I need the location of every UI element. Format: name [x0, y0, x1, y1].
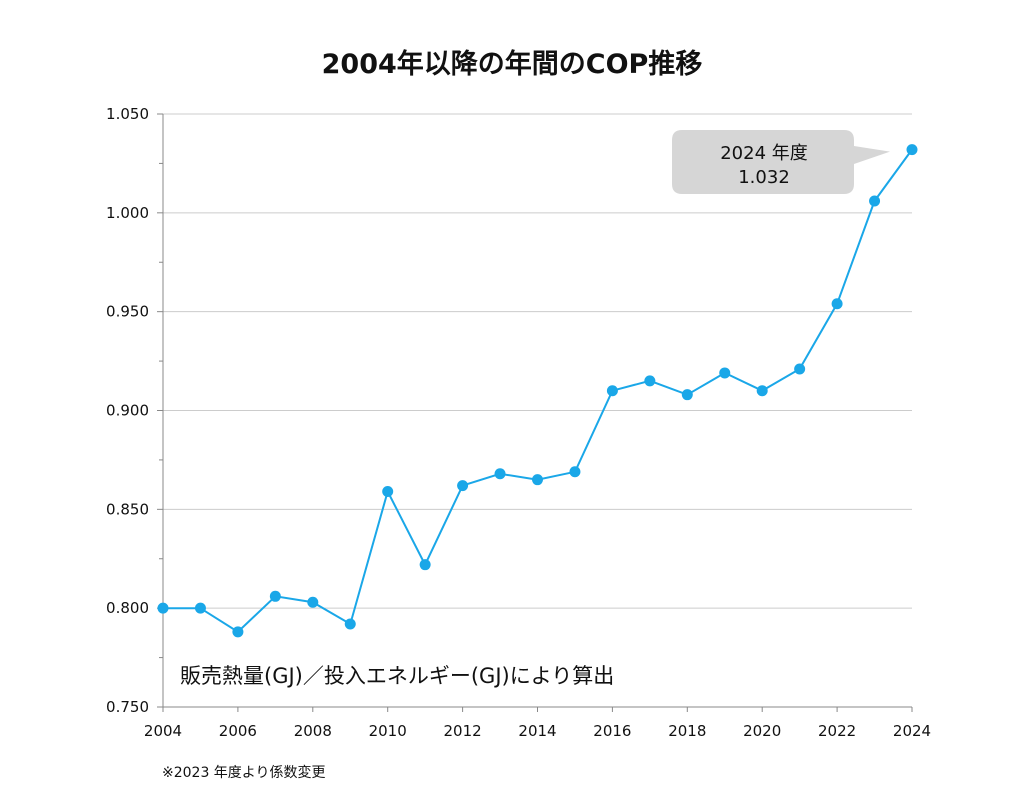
data-point: [644, 375, 656, 387]
callout-line2: 1.032: [738, 167, 790, 188]
data-point: [494, 468, 506, 480]
y-tick-label: 0.850: [106, 500, 149, 518]
data-point: [869, 195, 881, 207]
data-point: [831, 298, 843, 310]
data-point: [457, 480, 469, 492]
data-series: [157, 144, 918, 638]
x-tick-labels: 2004 2006 2008 2010 2012 2014 2016 2018 2020 2022…: [144, 722, 931, 740]
data-point: [382, 486, 394, 498]
data-point: [269, 590, 281, 602]
data-point: [194, 602, 206, 614]
formula-label: 販売熱量(GJ)／投入エネルギー(GJ)により算出: [180, 664, 614, 688]
data-point: [719, 367, 731, 379]
x-tick-label: 2018: [668, 722, 706, 740]
x-tick-label: 2004: [144, 722, 182, 740]
x-tick-label: 2006: [219, 722, 257, 740]
callout-line1: 2024 年度: [720, 143, 808, 164]
data-point: [532, 474, 543, 486]
gridlines: [163, 113, 912, 609]
series-line: [163, 149, 913, 634]
x-tick-label: 2012: [444, 722, 482, 740]
footnote: ※2023 年度より係数変更: [162, 765, 326, 781]
y-tick-label: 0.800: [106, 599, 149, 617]
x-tick-label: 2022: [818, 722, 856, 740]
data-point: [232, 626, 244, 638]
annotation-callout: 2024 年度 1.032: [672, 130, 890, 194]
data-point: [756, 385, 768, 397]
x-tick-label: 2008: [294, 722, 332, 740]
y-tick-labels: 0.750 0.800 0.850 0.900 0.950 1.000 1.050: [106, 105, 149, 716]
data-point: [606, 385, 618, 397]
data-point: [157, 602, 169, 614]
data-point: [681, 389, 693, 401]
x-tick-label: 2014: [518, 722, 556, 740]
data-point: [307, 596, 319, 608]
data-point: [344, 618, 356, 630]
axes: [157, 113, 913, 712]
data-point: [906, 144, 918, 156]
data-point: [419, 559, 431, 571]
x-tick-label: 2010: [369, 722, 407, 740]
y-tick-label: 0.950: [106, 303, 149, 321]
x-tick-label: 2020: [743, 722, 781, 740]
x-tick-label: 2016: [593, 722, 631, 740]
y-tick-label: 1.050: [106, 105, 149, 123]
x-tick-label: 2024: [893, 722, 931, 740]
chart-title: 2004年以降の年間のCOP推移: [321, 49, 703, 80]
y-tick-label: 0.750: [106, 698, 149, 716]
data-point: [794, 363, 806, 375]
y-tick-label: 1.000: [106, 204, 149, 222]
callout-bubble: [672, 130, 890, 194]
y-tick-label: 0.900: [106, 402, 149, 420]
data-point: [569, 466, 581, 478]
